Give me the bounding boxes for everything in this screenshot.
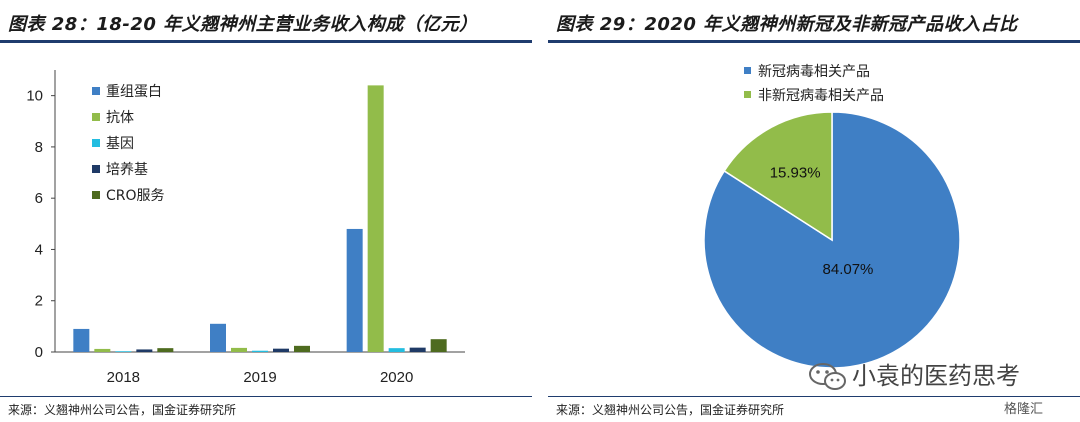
source-divider bbox=[0, 396, 532, 397]
legend-swatch bbox=[744, 67, 751, 74]
pie-chart-panel: 图表 29：2020 年义翘神州新冠及非新冠产品收入占比 84.07% 15.93… bbox=[548, 0, 1080, 422]
legend-label: CRO服务 bbox=[106, 188, 165, 204]
title-divider bbox=[0, 40, 532, 43]
bar-2020-1 bbox=[367, 85, 384, 352]
bar-chart-title: 图表 28：18-20 年义翘神州主营业务收入构成（亿元） bbox=[8, 14, 478, 35]
legend-label: 新冠病毒相关产品 bbox=[758, 64, 870, 80]
legend-label: 基因 bbox=[106, 135, 134, 152]
bar-2019-0 bbox=[210, 323, 226, 352]
y-tick-label: 2 bbox=[35, 293, 43, 310]
x-tick-label: 2019 bbox=[243, 369, 276, 386]
bar-2020-0 bbox=[346, 228, 363, 352]
bar-2018-3 bbox=[136, 349, 153, 352]
legend-label: 非新冠病毒相关产品 bbox=[758, 88, 884, 104]
legend-swatch bbox=[92, 139, 100, 147]
bar-2020-3 bbox=[409, 347, 426, 352]
y-tick-label: 10 bbox=[26, 88, 43, 105]
bar-2018-4 bbox=[157, 348, 174, 352]
bar-2020-2 bbox=[388, 348, 405, 352]
legend-label: 培养基 bbox=[106, 161, 148, 178]
bar-2020-4 bbox=[430, 339, 447, 352]
bar-2018-0 bbox=[73, 328, 90, 352]
bar-2019-3 bbox=[273, 348, 289, 352]
pie-slice-label: 84.07% bbox=[823, 261, 874, 278]
y-tick-label: 6 bbox=[35, 190, 43, 207]
legend-swatch bbox=[92, 191, 100, 199]
bar-2018-1 bbox=[94, 348, 111, 352]
bar-chart-panel: 图表 28：18-20 年义翘神州主营业务收入构成（亿元） 0 2 4 6 8 10 20… bbox=[0, 0, 532, 422]
y-tick-label: 4 bbox=[35, 241, 43, 258]
legend-swatch bbox=[92, 87, 100, 95]
y-tick-label: 0 bbox=[35, 344, 43, 361]
title-divider bbox=[548, 40, 1080, 43]
corner-logo: 格隆汇 bbox=[1004, 402, 1044, 417]
legend-swatch bbox=[92, 113, 100, 121]
bar-2019-2 bbox=[252, 350, 268, 352]
bar-2019-1 bbox=[231, 347, 247, 352]
pie-chart-source: 来源：义翘神州公司公告，国金证券研究所 bbox=[556, 403, 785, 417]
x-tick-label: 2020 bbox=[380, 369, 413, 386]
legend-swatch bbox=[92, 165, 100, 173]
source-divider bbox=[548, 396, 1080, 397]
bar-2019-4 bbox=[294, 345, 310, 352]
legend-swatch bbox=[744, 91, 751, 98]
pie-chart-title: 图表 29：2020 年义翘神州新冠及非新冠产品收入占比 bbox=[556, 14, 1018, 35]
bar-2018-2 bbox=[115, 351, 132, 352]
legend-label: 重组蛋白 bbox=[106, 84, 162, 100]
wechat-icon bbox=[809, 363, 846, 390]
y-tick-label: 8 bbox=[35, 139, 43, 156]
pie-slice-1 bbox=[723, 111, 833, 242]
bar-chart-source: 来源：义翘神州公司公告，国金证券研究所 bbox=[8, 403, 237, 417]
x-tick-label: 2018 bbox=[107, 369, 140, 386]
pie-slice-label: 15.93% bbox=[770, 165, 821, 182]
legend-label: 抗体 bbox=[106, 110, 134, 126]
watermark-text: 小袁的医药思考 bbox=[852, 362, 1020, 390]
